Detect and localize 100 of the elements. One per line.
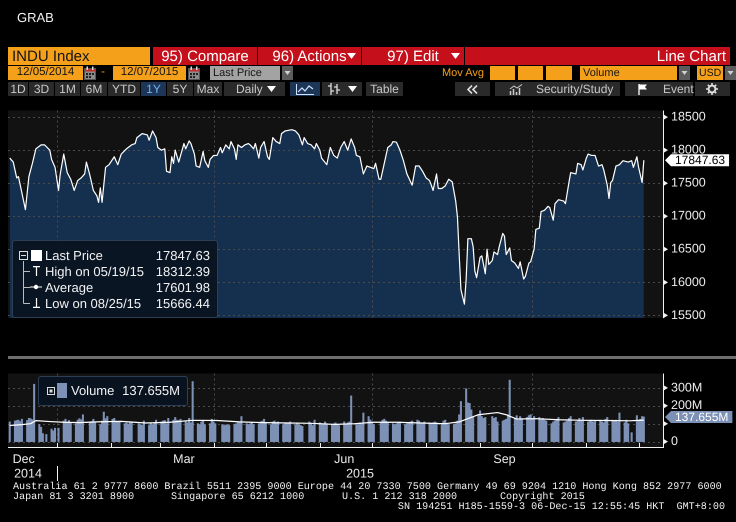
y-tick-label: 18500 bbox=[671, 110, 706, 124]
bar bbox=[276, 422, 280, 442]
annotation: Low on 08/25/15 15666.44 bbox=[45, 296, 210, 310]
bar bbox=[516, 415, 518, 442]
text-field: Last Price bbox=[210, 66, 280, 80]
text: Japan 81 3 3201 8900 bbox=[13, 492, 134, 504]
annotation: High on 05/19/15 18312.39 bbox=[45, 264, 210, 278]
bar bbox=[641, 416, 644, 442]
bar bbox=[33, 384, 36, 442]
text-field: 12/05/2014 bbox=[8, 66, 83, 80]
bar bbox=[45, 434, 48, 442]
bar bbox=[142, 420, 145, 442]
text: 2015 bbox=[346, 466, 374, 480]
bar bbox=[264, 422, 267, 442]
bar bbox=[350, 396, 352, 442]
text: Average 17601.98 bbox=[45, 280, 210, 294]
button: Event bbox=[625, 82, 693, 96]
y-tick-label: 17000 bbox=[671, 208, 706, 223]
button: Table bbox=[366, 82, 403, 96]
bar bbox=[582, 417, 584, 442]
y-tick-label: 300M bbox=[671, 380, 702, 394]
bar bbox=[204, 424, 206, 442]
text-field: INDU Index bbox=[8, 47, 150, 65]
button: Max bbox=[194, 82, 222, 96]
button: 97) Edit bbox=[362, 47, 464, 65]
bar bbox=[627, 423, 630, 442]
bar bbox=[642, 416, 645, 442]
bar bbox=[362, 412, 364, 442]
button: Daily bbox=[224, 82, 285, 96]
bar bbox=[94, 422, 96, 442]
legend-label: Last Price bbox=[45, 248, 104, 262]
bar bbox=[398, 422, 401, 442]
bar bbox=[624, 422, 626, 442]
bar bbox=[82, 414, 84, 442]
bar bbox=[484, 417, 486, 442]
button: 6M bbox=[81, 82, 107, 96]
button: 5Y bbox=[167, 82, 193, 96]
bar bbox=[57, 428, 60, 442]
bar bbox=[40, 426, 42, 442]
y-tick-label: 0 bbox=[671, 434, 678, 448]
bar bbox=[212, 422, 215, 442]
bar bbox=[580, 420, 582, 442]
x-tick-label: Mar bbox=[173, 452, 195, 466]
bar bbox=[301, 426, 304, 442]
button: 1D bbox=[8, 82, 28, 96]
bar bbox=[479, 410, 482, 442]
y-tick-label: 15500 bbox=[671, 308, 706, 322]
bar bbox=[557, 417, 560, 442]
bar bbox=[179, 418, 182, 442]
text: 137.655M bbox=[675, 410, 728, 424]
bar bbox=[423, 422, 426, 442]
y-tick-label: 200M bbox=[671, 398, 702, 412]
bar bbox=[214, 423, 216, 442]
text: Copyright 2015 bbox=[500, 492, 585, 503]
annotation: 17847.63 bbox=[156, 248, 210, 262]
y-tick-label: 16500 bbox=[671, 242, 706, 256]
bar bbox=[440, 423, 443, 442]
bar bbox=[520, 418, 523, 442]
button: 95) Compare bbox=[153, 47, 257, 65]
bar bbox=[270, 424, 272, 442]
x-tick-label: Dec bbox=[12, 452, 35, 466]
bar bbox=[209, 423, 212, 442]
bar bbox=[54, 428, 56, 442]
y-tick-label: 16000 bbox=[671, 274, 706, 289]
bar bbox=[545, 420, 548, 442]
bar bbox=[343, 422, 346, 442]
text: 2014 bbox=[14, 466, 42, 480]
bar bbox=[314, 420, 316, 442]
text: U.S. 1 212 318 2000 bbox=[342, 492, 458, 503]
bar bbox=[240, 416, 242, 442]
bar bbox=[508, 380, 511, 442]
x-tick-label: Jun bbox=[334, 452, 354, 466]
bar bbox=[326, 423, 328, 442]
bar bbox=[8, 422, 11, 442]
bar bbox=[155, 420, 158, 442]
bar bbox=[167, 418, 170, 442]
text: Mov Avg bbox=[442, 66, 484, 78]
text: GRAB bbox=[17, 10, 54, 25]
text: Singapore 65 6212 1000 bbox=[171, 492, 304, 504]
bar bbox=[460, 401, 462, 442]
bar bbox=[372, 424, 375, 442]
bar bbox=[519, 416, 522, 442]
bar bbox=[20, 418, 23, 442]
bar bbox=[192, 381, 194, 442]
bar bbox=[338, 425, 340, 442]
text-field: 12/07/2015 bbox=[113, 66, 186, 80]
text: - bbox=[101, 66, 105, 79]
button: Security/Study bbox=[495, 82, 620, 96]
button: 1M bbox=[55, 82, 80, 96]
bar bbox=[118, 421, 121, 442]
bar bbox=[174, 417, 176, 442]
bar bbox=[618, 412, 620, 442]
legend-label: Volume bbox=[71, 383, 116, 398]
x-tick-label: Sep bbox=[493, 452, 516, 466]
button: Line Chart bbox=[465, 47, 730, 65]
button: YTD bbox=[108, 82, 140, 96]
bar bbox=[368, 416, 370, 442]
button: 96) Actions bbox=[258, 47, 361, 65]
text: Australia 61 2 9777 8600 Brazil 5511 2395 9000 Europe 44 20 7330 7500 Germany 49 69 9204 1210 Hong Kong 852 2977 6000 bbox=[13, 482, 722, 493]
text-field: Volume bbox=[580, 66, 677, 80]
